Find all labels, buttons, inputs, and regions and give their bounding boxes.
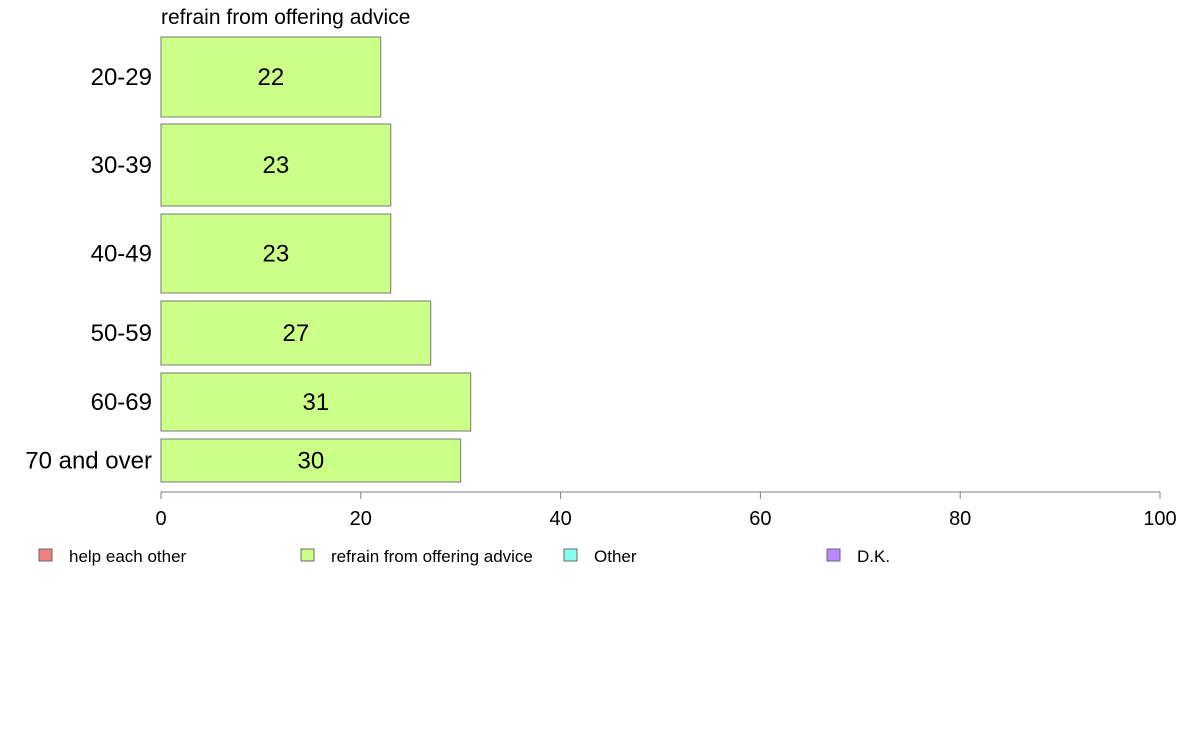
category-label: 40-49: [91, 241, 152, 268]
chart-title: refrain from offering advice: [161, 6, 410, 29]
legend-swatch: [38, 548, 53, 562]
x-tick-label: 0: [155, 508, 166, 530]
legend: help each other refrain from offering adv…: [38, 547, 890, 566]
legend-swatch: [563, 548, 578, 562]
x-tick-label: 100: [1143, 508, 1176, 530]
bar-value-label: 30: [297, 448, 324, 475]
legend-label: Other: [594, 547, 637, 566]
category-label: 30-39: [91, 152, 152, 179]
x-tick-label: 40: [549, 508, 571, 530]
legend-label: D.K.: [857, 547, 890, 566]
bar: [160, 438, 462, 483]
x-axis: 0 20 40 60 80 100: [155, 491, 1177, 530]
category-label: 70 and over: [25, 448, 152, 475]
bars: 22 20-29 23 30-39 23 40-49 27 50-59 31 60-69 30 70 …: [25, 36, 472, 483]
bar: [160, 123, 392, 207]
x-tick-label: 80: [949, 508, 971, 530]
category-label: 50-59: [91, 320, 152, 347]
x-tick-label: 20: [350, 508, 372, 530]
legend-swatch: [826, 548, 841, 562]
bar-value-label: 23: [263, 241, 290, 268]
legend-label: help each other: [69, 547, 187, 566]
bar: [160, 213, 392, 294]
x-tick-label: 60: [749, 508, 771, 530]
category-label: 60-69: [91, 389, 152, 416]
legend-swatch: [300, 548, 315, 562]
bar-value-label: 22: [258, 64, 285, 91]
legend-label: refrain from offering advice: [331, 547, 533, 566]
bar: [160, 372, 472, 432]
bar: [160, 36, 382, 118]
bar-value-label: 31: [302, 389, 329, 416]
category-label: 20-29: [91, 64, 152, 91]
bar: [160, 300, 432, 366]
bar-value-label: 23: [263, 152, 290, 179]
bar-value-label: 27: [283, 320, 310, 347]
